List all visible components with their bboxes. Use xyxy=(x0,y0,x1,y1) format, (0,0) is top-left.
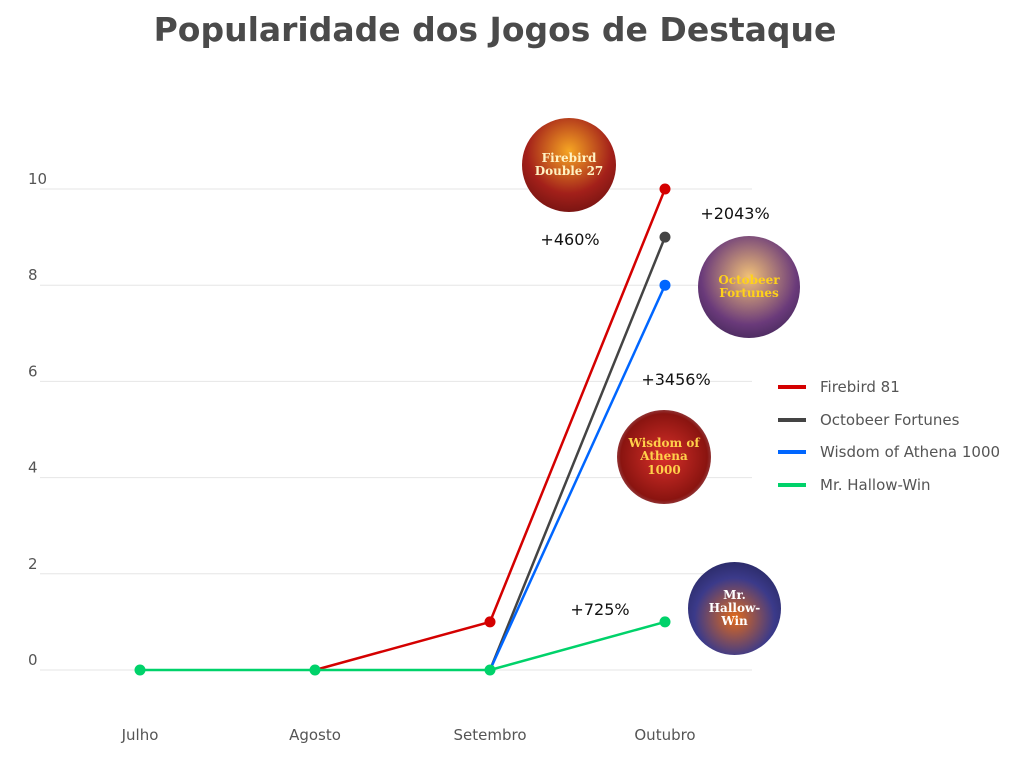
chart-title: Popularidade dos Jogos de Destaque xyxy=(153,10,837,49)
y-tick-label: 10 xyxy=(28,170,47,188)
data-point xyxy=(484,616,496,628)
legend: Firebird 81 Octobeer Fortunes Wisdom of … xyxy=(778,371,1000,501)
data-point xyxy=(134,664,146,676)
data-point xyxy=(659,231,671,243)
series-line xyxy=(314,188,667,672)
data-point xyxy=(309,664,321,676)
hallow-logo-text: Mr. Hallow-Win xyxy=(708,587,761,629)
annotation-label: +2043% xyxy=(700,204,769,223)
series-line xyxy=(488,236,667,671)
athena-logo-text: Wisdom of Athena 1000 xyxy=(628,436,700,477)
legend-swatch xyxy=(778,417,806,422)
data-point xyxy=(659,616,671,628)
hallow-logo: Mr. Hallow-Win xyxy=(688,562,781,655)
legend-item[interactable]: Firebird 81 xyxy=(778,371,1000,404)
series-line xyxy=(488,284,667,671)
legend-label: Octobeer Fortunes xyxy=(820,410,960,429)
legend-item[interactable]: Wisdom of Athena 1000 xyxy=(778,436,1000,469)
athena-logo: Wisdom of Athena 1000 xyxy=(617,410,711,504)
annotation-label: +725% xyxy=(570,600,629,619)
y-tick-label: 2 xyxy=(28,555,38,573)
legend-label: Wisdom of Athena 1000 xyxy=(820,443,1001,462)
data-point xyxy=(484,664,496,676)
y-tick-label: 6 xyxy=(28,362,38,380)
x-tick-label: Agosto xyxy=(289,726,341,744)
x-tick-label: Julho xyxy=(121,726,159,744)
legend-item[interactable]: Octobeer Fortunes xyxy=(778,404,1000,437)
legend-label: Firebird 81 xyxy=(820,378,900,397)
legend-item[interactable]: Mr. Hallow-Win xyxy=(778,469,1000,502)
octobeer-logo: Octobeer Fortunes xyxy=(698,236,800,338)
x-tick-label: Outubro xyxy=(634,726,695,744)
annotation-label: +3456% xyxy=(641,370,710,389)
legend-swatch xyxy=(778,385,806,390)
y-tick-label: 0 xyxy=(28,651,38,669)
annotation-label: +460% xyxy=(540,230,599,249)
legend-label: Mr. Hallow-Win xyxy=(820,475,931,494)
y-tick-label: 4 xyxy=(28,459,38,477)
octobeer-logo-text: Octobeer Fortunes xyxy=(718,272,780,300)
x-tick-label: Setembro xyxy=(453,726,526,744)
firebird-logo-text: Firebird Double 27 xyxy=(534,150,604,178)
legend-swatch xyxy=(778,450,806,455)
data-point xyxy=(659,279,671,291)
data-point xyxy=(659,183,671,195)
legend-swatch xyxy=(778,482,806,487)
y-tick-label: 8 xyxy=(28,266,38,284)
series-line xyxy=(140,620,666,672)
firebird-logo: Firebird Double 27 xyxy=(522,118,616,212)
